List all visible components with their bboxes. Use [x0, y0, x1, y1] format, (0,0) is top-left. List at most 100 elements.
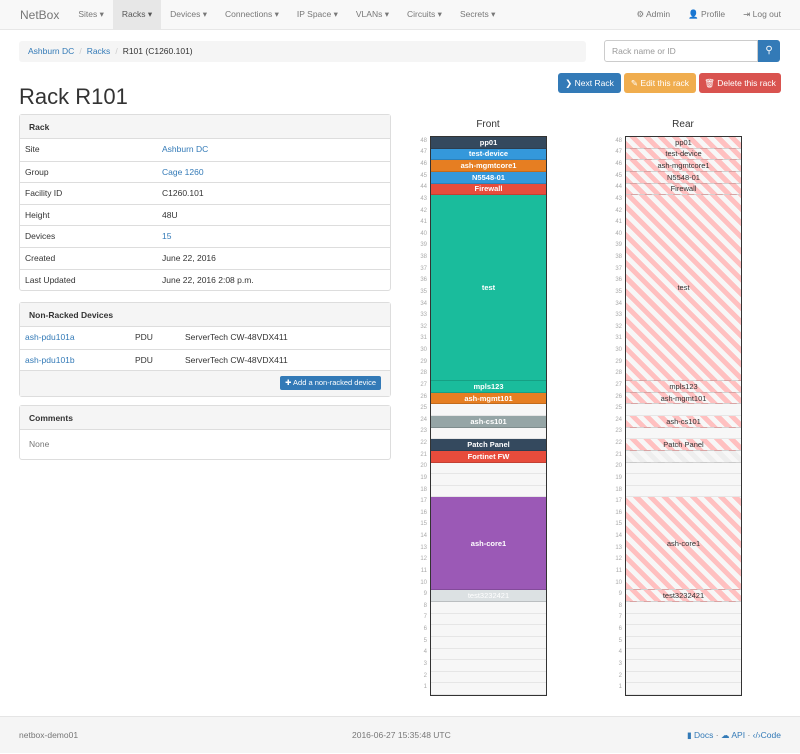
rack-unit[interactable]: [431, 649, 546, 661]
rack-unit[interactable]: [431, 602, 546, 614]
brand-logo[interactable]: NetBox: [20, 7, 60, 22]
rack-device[interactable]: ash-cs101: [626, 416, 741, 428]
row-value[interactable]: 15: [162, 231, 172, 242]
unit-number: 41: [615, 219, 622, 226]
rack-unit[interactable]: [626, 486, 741, 498]
docs-link[interactable]: Docs: [694, 730, 714, 740]
unit-number: 10: [615, 579, 622, 586]
rack-device[interactable]: test: [431, 195, 546, 382]
code-icon: ‹/›: [752, 730, 761, 740]
rack-unit[interactable]: [626, 625, 741, 637]
rack-unit[interactable]: [626, 660, 741, 672]
row-value[interactable]: Ashburn DC: [162, 144, 209, 154]
unit-number: 17: [420, 498, 427, 505]
rear-label: Rear: [672, 119, 694, 130]
rack-device[interactable]: ash-core1: [431, 497, 546, 591]
table-row: Height 48U: [20, 203, 390, 226]
device-link[interactable]: ash-pdu101b: [25, 354, 75, 365]
unit-number: 47: [420, 149, 427, 156]
rack-device[interactable]: N5548-01: [626, 171, 741, 184]
nav-right-item-0[interactable]: ⚙ Admin: [636, 9, 671, 19]
nav-right-item-2[interactable]: ⇥ Log out: [743, 9, 781, 19]
rack-device[interactable]: ash-mgmt101: [626, 392, 741, 405]
rack-device[interactable]: mpls123: [626, 381, 741, 393]
unit-number: 24: [615, 416, 622, 423]
rack-device[interactable]: pp01: [431, 137, 546, 149]
add-non-racked-device-button[interactable]: ✚ Add a non-racked device: [280, 376, 381, 391]
nav-right-item-1[interactable]: 👤 Profile: [688, 9, 726, 19]
rack-device[interactable]: ash-cs101: [431, 416, 546, 428]
rack-device[interactable]: ash-mgmtcore1: [626, 160, 741, 172]
unit-number: 15: [420, 521, 427, 528]
table-row: ash-pdu101a PDU ServerTech CW-48VDX411: [20, 327, 390, 349]
rack-search-input[interactable]: Rack name or ID: [604, 40, 758, 62]
row-value[interactable]: Cage 1260: [162, 166, 204, 177]
device-link[interactable]: ash-pdu101a: [25, 332, 75, 342]
rack-unit[interactable]: [431, 683, 546, 695]
rack-device[interactable]: test-device: [626, 148, 741, 161]
unit-number: 46: [420, 161, 427, 168]
rack-device[interactable]: test3232421: [626, 590, 741, 602]
rack-device[interactable]: N5548-01: [431, 171, 546, 184]
rack-unit[interactable]: [431, 614, 546, 626]
next-rack-button[interactable]: ❯ Next Rack: [558, 73, 621, 93]
rack-unit[interactable]: [626, 428, 741, 440]
nav-item-5[interactable]: VLANs ▾: [355, 9, 389, 19]
unit-number: 36: [420, 277, 427, 284]
rack-unit[interactable]: [626, 637, 741, 649]
edit-rack-button[interactable]: ✎ Edit this rack: [624, 73, 696, 93]
rack-device[interactable]: ash-mgmtcore1: [431, 160, 546, 172]
nav-item-0[interactable]: Sites ▾: [78, 9, 104, 19]
unit-number: 21: [420, 451, 427, 458]
row-label: Facility ID: [25, 188, 63, 199]
nav-item-1[interactable]: Racks ▾: [112, 0, 162, 29]
rack-device[interactable]: Fortinet FW: [431, 450, 546, 463]
unit-number: 46: [615, 161, 622, 168]
rack-device[interactable]: mpls123: [431, 381, 546, 393]
rack-device[interactable]: Firewall: [431, 183, 546, 196]
nav-item-7[interactable]: Secrets ▾: [459, 9, 496, 19]
rack-unit[interactable]: [626, 649, 741, 661]
rack-device[interactable]: ash-core1: [626, 497, 741, 591]
rack-unit[interactable]: [626, 614, 741, 626]
nav-item-3[interactable]: Connections ▾: [225, 9, 279, 19]
rack-unit[interactable]: [626, 404, 741, 416]
rack-unit[interactable]: [431, 637, 546, 649]
rack-device[interactable]: [626, 450, 741, 463]
rack-device[interactable]: ash-mgmt101: [431, 392, 546, 405]
rack-device[interactable]: Patch Panel: [626, 439, 741, 451]
breadcrumb-site[interactable]: Ashburn DC: [28, 46, 75, 56]
rack-unit[interactable]: [431, 404, 546, 416]
api-link[interactable]: API: [731, 730, 746, 740]
code-link[interactable]: Code: [760, 730, 781, 740]
rack-unit[interactable]: [431, 625, 546, 637]
rack-unit[interactable]: [431, 428, 546, 440]
rack-unit[interactable]: [431, 660, 546, 672]
nav-item-6[interactable]: Circuits ▾: [406, 9, 442, 19]
rack-unit[interactable]: [626, 474, 741, 486]
rack-unit[interactable]: [626, 463, 741, 475]
unit-number: 34: [615, 300, 622, 307]
rack-unit[interactable]: [626, 672, 741, 684]
rack-device[interactable]: test: [626, 195, 741, 382]
rack-unit[interactable]: [626, 683, 741, 695]
rack-unit[interactable]: [431, 463, 546, 475]
unit-number: 27: [615, 381, 622, 388]
nav-item-4[interactable]: IP Space ▾: [296, 9, 338, 19]
rack-device[interactable]: test3232421: [431, 590, 546, 602]
search-button[interactable]: ⚲: [758, 40, 780, 62]
rack-device[interactable]: pp01: [626, 137, 741, 149]
rack-device[interactable]: Firewall: [626, 183, 741, 196]
rack-unit[interactable]: [431, 672, 546, 684]
rack-device[interactable]: Patch Panel: [431, 439, 546, 451]
rack-unit[interactable]: [431, 474, 546, 486]
nav-item-2[interactable]: Devices ▾: [170, 9, 208, 19]
unit-number: 8: [423, 602, 427, 609]
rack-unit[interactable]: [626, 602, 741, 614]
rack-device[interactable]: test-device: [431, 148, 546, 161]
rack-unit[interactable]: [431, 486, 546, 498]
breadcrumb-racks[interactable]: Racks: [86, 46, 111, 56]
delete-rack-button[interactable]: 🗑 Delete this rack: [699, 73, 781, 93]
unit-number: 32: [420, 323, 427, 330]
unit-number: 30: [420, 347, 427, 354]
